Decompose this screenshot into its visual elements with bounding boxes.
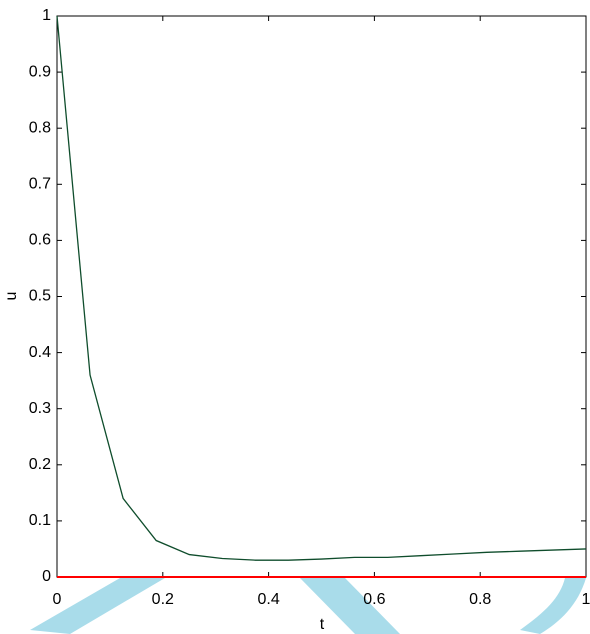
watermark-stroke: [300, 578, 400, 634]
y-tick-label: 0.1: [29, 512, 51, 529]
y-tick-label: 0.4: [29, 344, 51, 361]
watermark-stroke: [520, 578, 586, 634]
y-tick-label: 0.7: [29, 176, 51, 193]
y-axis-label: u: [3, 292, 20, 301]
y-tick-label: 0.6: [29, 232, 51, 249]
y-tick-label: 0.3: [29, 400, 51, 417]
watermark: [30, 578, 586, 634]
series-line: [56, 15, 587, 561]
y-tick-label: 0.2: [29, 456, 51, 473]
y-tick-label: 0.5: [29, 288, 51, 305]
x-tick-label: 0: [53, 591, 62, 608]
y-tick-label: 0.9: [29, 63, 51, 80]
x-tick-label: 0.4: [257, 591, 279, 608]
y-tick-label: 0: [42, 568, 51, 585]
x-tick-label: 0.8: [469, 591, 491, 608]
plot-frame: [56, 15, 587, 578]
watermark-stroke: [30, 578, 165, 634]
y-tick-label: 0.8: [29, 119, 51, 136]
y-tick-label: 1: [42, 7, 51, 24]
x-tick-label: 1: [582, 591, 590, 608]
x-axis-label: t: [320, 616, 325, 633]
x-tick-label: 0.6: [363, 591, 385, 608]
x-tick-label: 0.2: [152, 591, 174, 608]
